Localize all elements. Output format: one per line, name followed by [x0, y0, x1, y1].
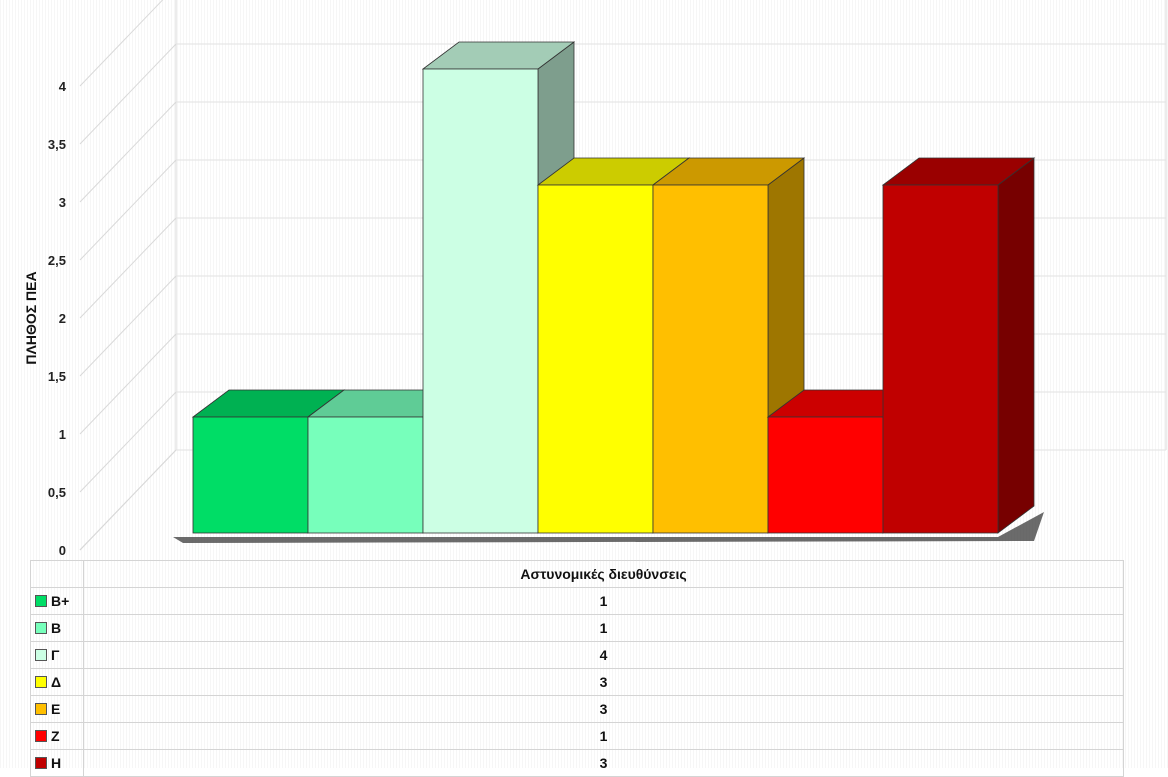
legend-swatch	[35, 730, 47, 742]
y-tick-label: 2,5	[48, 253, 66, 268]
bar-Β	[306, 389, 461, 534]
bar-front	[422, 68, 539, 534]
category-label: Β+	[51, 593, 70, 609]
y-tick-label: 3	[59, 195, 66, 210]
bar-chart-3d: 0 0,5 1 1,5 2 2,5 3 3,5 4 ΠΛΗΘΟΣ ΠΕΑ	[23, 0, 1167, 558]
category-label: Η	[51, 755, 62, 771]
value-cell: 1	[83, 614, 1124, 642]
legend-swatch	[35, 649, 47, 661]
y-tick-label: 1	[59, 427, 66, 442]
legend-swatch	[35, 676, 47, 688]
bar-side	[997, 157, 1035, 534]
table-header-row: Αστυνομικές διευθύνσεις	[30, 560, 1124, 588]
category-label: Ε	[51, 701, 61, 717]
legend-swatch	[35, 703, 47, 715]
legend-cell: Η	[30, 749, 84, 777]
category-label: Δ	[51, 674, 62, 690]
value-cell: 3	[83, 695, 1124, 723]
legend-swatch	[35, 757, 47, 769]
legend-swatch	[35, 622, 47, 634]
bar-Ε	[651, 157, 806, 534]
value-cell: 3	[83, 668, 1124, 696]
y-tick-label: 2	[59, 311, 66, 326]
bar-front	[652, 184, 769, 534]
legend-cell: Ε	[30, 695, 84, 723]
data-table: Αστυνομικές διευθύνσεις Β+ 1 Β 1 Γ 4 Δ 3 Ε 3 Ζ 1 Η 3	[30, 560, 1124, 777]
category-label: Β	[51, 620, 62, 636]
legend-cell: Γ	[30, 641, 84, 669]
category-label: Ζ	[51, 728, 60, 744]
category-label: Γ	[51, 647, 60, 663]
legend-cell: Ζ	[30, 722, 84, 750]
bar-Η	[881, 157, 1036, 534]
x-axis-label: Αστυνομικές διευθύνσεις	[83, 560, 1124, 588]
y-tick-label: 4	[59, 79, 67, 94]
legend-cell: Δ	[30, 668, 84, 696]
floor-shadow	[173, 512, 1044, 543]
table-corner	[30, 560, 84, 588]
legend-cell: Β	[30, 614, 84, 642]
bar-front	[537, 184, 654, 534]
value-cell: 3	[83, 749, 1124, 777]
y-tick-label: 1,5	[48, 369, 66, 384]
table-row: Β+ 1	[30, 587, 1124, 615]
value-cell: 4	[83, 641, 1124, 669]
y-axis-label: ΠΛΗΘΟΣ ΠΕΑ	[23, 271, 39, 364]
value-cell: 1	[83, 587, 1124, 615]
y-tick-label: 0	[59, 543, 66, 558]
bar-front	[882, 184, 999, 534]
legend-cell: Β+	[30, 587, 84, 615]
y-tick-label: 3,5	[48, 137, 66, 152]
bar-front	[192, 416, 309, 534]
bar-front	[767, 416, 884, 534]
y-tick-label: 0,5	[48, 485, 66, 500]
bar-front	[307, 416, 424, 534]
legend-swatch	[35, 595, 47, 607]
value-cell: 1	[83, 722, 1124, 750]
